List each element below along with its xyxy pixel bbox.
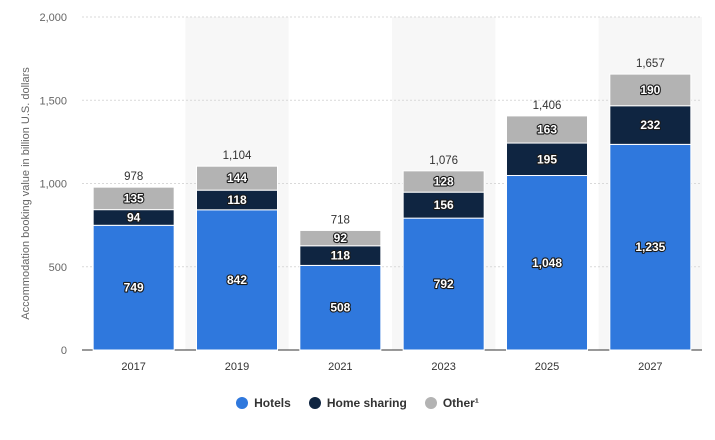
bar-segment [506, 175, 588, 351]
x-tick-label: 2017 [121, 361, 145, 373]
bar-total-label: 718 [331, 214, 350, 226]
y-axis-label: Accommodation booking value in billion U… [20, 67, 32, 320]
bar-total-label: 1,076 [429, 155, 458, 167]
legend-marker [236, 397, 249, 409]
bar-total-label: 1,406 [533, 100, 562, 112]
legend-marker [308, 397, 321, 409]
x-tick-label: 2019 [225, 361, 249, 373]
legend-label: Other¹ [442, 396, 479, 410]
bar-value-label: 128 [434, 175, 454, 189]
bar-value-label: 508 [330, 301, 350, 315]
bar-value-label: 94 [127, 210, 141, 224]
bar-value-label: 135 [124, 191, 144, 205]
bar-segment [402, 217, 485, 351]
y-tick-label: 0 [61, 345, 67, 357]
bar-value-label: 1,048 [532, 256, 562, 270]
stacked-bar-chart: 0 500 1,000 1,500 2,000 Accommodation booking… [20, 12, 702, 373]
x-tick-label: 2025 [535, 361, 559, 373]
bar-value-label: 842 [227, 273, 247, 287]
x-tick-label: 2021 [328, 361, 352, 373]
bar-value-label: 92 [334, 231, 348, 245]
legend-item[interactable]: Home sharing [308, 396, 407, 410]
bar-value-label: 190 [640, 83, 660, 97]
bar-segment [196, 209, 278, 351]
legend-item[interactable]: Hotels [236, 396, 291, 410]
bar-segment [609, 143, 692, 351]
bar-segment [402, 170, 485, 193]
bar-segment [402, 191, 485, 219]
y-tick-label: 500 [49, 262, 67, 274]
bar-value-label: 144 [227, 171, 247, 185]
bar-segment [299, 229, 382, 247]
y-tick-label: 2,000 [39, 12, 67, 24]
x-tick-label: 2027 [638, 361, 662, 373]
bar-value-label: 749 [124, 281, 144, 295]
bar-value-label: 792 [434, 277, 454, 291]
bar-value-label: 163 [537, 122, 557, 136]
bar-segment [609, 73, 692, 107]
bar-segment [506, 142, 588, 177]
bar-total-label: 978 [124, 171, 143, 183]
bar-value-label: 118 [331, 249, 351, 263]
legend-label: Home sharing [326, 396, 407, 410]
bar-value-label: 1,235 [635, 240, 665, 254]
bar-total-label: 1,657 [636, 58, 665, 70]
legend: Hotels Home sharing Other¹ [0, 396, 715, 410]
y-tick-label: 1,500 [39, 95, 67, 107]
x-tick-label: 2023 [431, 361, 455, 373]
legend-item[interactable]: Other¹ [424, 396, 479, 410]
bar-segment [92, 224, 175, 351]
bar-total-label: 1,104 [223, 150, 252, 162]
bar-value-label: 118 [227, 193, 247, 207]
bar-segment [609, 105, 692, 145]
y-tick-label: 1,000 [39, 179, 67, 191]
legend-marker [424, 397, 437, 409]
bar-segment [92, 186, 175, 211]
bar-segment [299, 264, 382, 351]
bar-value-label: 232 [640, 118, 660, 132]
bar-segment [506, 115, 588, 144]
bar-value-label: 195 [537, 152, 557, 166]
bar-segment [196, 165, 278, 191]
bar-value-label: 156 [434, 198, 454, 212]
legend-label: Hotels [254, 396, 291, 410]
